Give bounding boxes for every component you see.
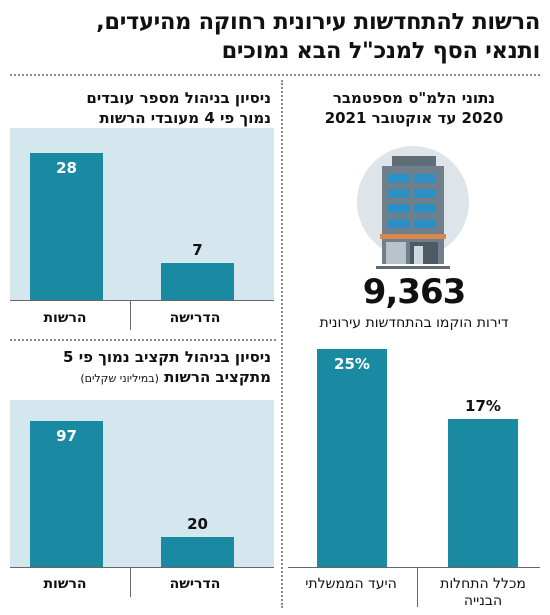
employees-category-divider [130, 300, 131, 330]
target-value-construction: 17% [465, 397, 501, 415]
employees-chart-area: 28 7 [10, 128, 274, 300]
apartment-building-icon [357, 146, 469, 269]
employees-category-requirement: הדרישה [169, 310, 221, 326]
budget-chart-area: 97 20 [10, 400, 274, 567]
apartments-count: 9,363 [362, 272, 467, 312]
budget-value-authority: 97 [56, 427, 77, 445]
budget-chart-title-line-2-text: מתקציב הרשות [164, 368, 271, 386]
target-category-government: היעד הממשלתי [305, 576, 397, 592]
headline: הרשות להתחדשות עירונית רחוקה מהיעדים, ות… [10, 8, 540, 66]
employees-category-authority: הרשות [43, 310, 87, 326]
employees-value-authority: 28 [56, 159, 77, 177]
target-bar-construction [448, 419, 518, 567]
budget-value-requirement: 20 [187, 515, 208, 533]
headline-line-1: הרשות להתחדשות עירונית רחוקה מהיעדים, [96, 9, 540, 35]
budget-category-divider [130, 567, 131, 597]
budget-category-requirement: הדרישה [169, 576, 221, 592]
employees-bar-authority [30, 153, 103, 300]
employees-value-requirement: 7 [192, 241, 203, 259]
stats-title-line-1: נתוני הלמ"ס מספטמבר [332, 89, 496, 107]
employees-chart-title-line-1: ניסיון בניהול מספר עובדים [86, 89, 271, 107]
target-baseline [288, 567, 540, 568]
budget-category-authority: הרשות [43, 576, 87, 592]
budget-bar-authority [30, 421, 103, 567]
employees-chart-title: ניסיון בניהול מספר עובדים נמוך פי 4 מעוב… [86, 88, 271, 128]
left-panel-divider [10, 339, 276, 341]
target-bar-government [317, 349, 387, 567]
headline-divider [10, 74, 540, 76]
budget-baseline [10, 567, 274, 568]
budget-chart-title: ניסיון בניהול תקציב נמוך פי 5 מתקציב הרש… [63, 347, 271, 389]
budget-chart-title-line-1: ניסיון בניהול תקציב נמוך פי 5 [63, 348, 271, 366]
headline-line-2: ותנאי הסף למנכ"ל הבא נמוכים [221, 38, 541, 64]
budget-chart-title-line-2: מתקציב הרשות (במיליוני שקלים) [63, 367, 271, 389]
employees-chart-title-line-2: נמוך פי 4 מעובדי הרשות [99, 109, 271, 127]
employees-bar-requirement [161, 263, 234, 300]
employees-baseline [10, 300, 274, 301]
stats-title: נתוני הלמ"ס מספטמבר 2020 עד אוקטובר 2021 [288, 88, 540, 128]
column-divider [281, 80, 283, 608]
budget-bar-requirement [161, 537, 234, 567]
apartments-caption: דירות הוקמו בהתחדשות עירונית [319, 315, 509, 331]
target-value-government: 25% [334, 355, 370, 373]
target-category-divider [417, 567, 418, 607]
target-category-construction: מכלל התחלות הבנייה [440, 576, 526, 609]
target-chart-area: 25% 17% [288, 338, 540, 567]
budget-unit-note: (במיליוני שקלים) [80, 372, 159, 385]
stats-title-line-2: 2020 עד אוקטובר 2021 [324, 109, 504, 127]
